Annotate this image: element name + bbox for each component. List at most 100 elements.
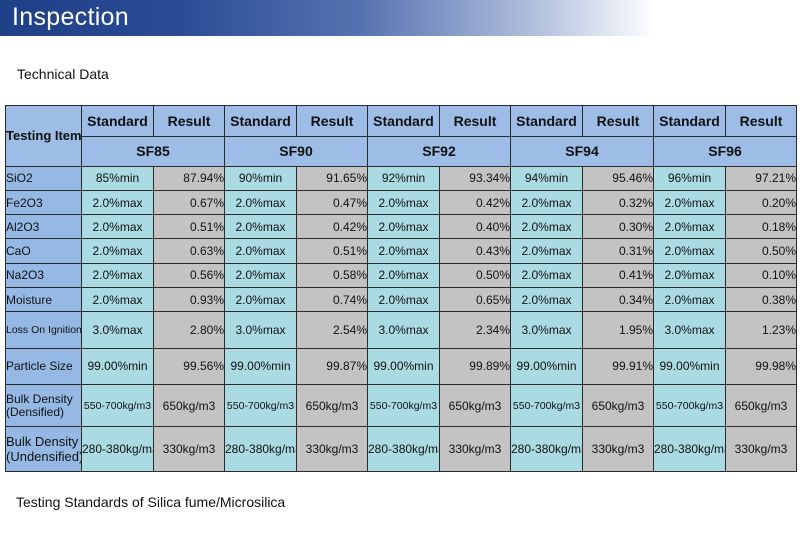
standard-cell: 280-380kg/m3 [510, 426, 583, 472]
header-row-labels: Testing Item Standard Result Standard Re… [5, 104, 797, 167]
standard-cell: 3.0%max [81, 311, 154, 349]
standard-cell: 2.0%max [224, 189, 297, 216]
standard-cell: 99.00%min [224, 347, 297, 386]
standard-cell: 3.0%max [224, 311, 297, 349]
standard-cell: 2.0%max [653, 189, 726, 216]
result-cell: 0.56% [153, 262, 225, 288]
standard-cell: 2.0%max [81, 189, 154, 216]
table-row: Bulk Density (Densified) 550-700kg/m3 650k… [5, 384, 797, 428]
grade-header: SF96 [653, 136, 797, 167]
standard-cell: 92%min [367, 165, 440, 191]
standard-cell: 550-700kg/m3 [81, 384, 154, 428]
grade-header: SF90 [224, 136, 368, 167]
result-cell: 650kg/m3 [296, 384, 368, 428]
standard-cell: 280-380kg/m3 [653, 426, 726, 472]
result-cell: 0.50% [725, 238, 797, 264]
result-cell: 99.91% [582, 347, 654, 386]
standard-cell: 99.00%min [653, 347, 726, 386]
table-row: Bulk Density (Undensified) 280-380kg/m3 33… [5, 426, 797, 472]
standard-cell: 2.0%max [653, 238, 726, 264]
result-cell: 0.93% [153, 286, 225, 313]
result-cell: 0.65% [439, 286, 511, 313]
result-cell: 95.46% [582, 165, 654, 191]
row-label: Al2O3 [5, 214, 82, 240]
row-label: Bulk Density (Undensified) [5, 426, 82, 472]
standard-cell: 2.0%max [81, 238, 154, 264]
spec-table: Testing Item Standard Result Standard Re… [5, 104, 797, 472]
standard-cell: 99.00%min [510, 347, 583, 386]
row-label: Bulk Density (Densified) [5, 384, 82, 428]
result-cell: 0.42% [439, 189, 511, 216]
result-cell: 0.51% [296, 238, 368, 264]
result-cell: 0.38% [725, 286, 797, 313]
standard-cell: 2.0%max [510, 238, 583, 264]
col-header-standard: Standard [81, 104, 154, 138]
result-cell: 0.34% [582, 286, 654, 313]
footer-caption: Testing Standards of Silica fume/Microsi… [16, 494, 286, 510]
corner-header: Testing Item [5, 105, 82, 167]
col-header-standard: Standard [653, 104, 726, 138]
col-header-result: Result [582, 104, 654, 138]
standard-cell: 2.0%max [81, 262, 154, 288]
standard-cell: 2.0%max [81, 286, 154, 313]
standard-cell: 3.0%max [653, 311, 726, 349]
result-cell: 0.32% [582, 189, 654, 216]
table-body: SiO2 85%min 87.94% 90%min 91.65% 92%min 93.34%… [5, 165, 797, 472]
header-row-grades: SF85 SF90 SF92 SF94 SF96 [6, 136, 797, 167]
col-header-result: Result [725, 104, 797, 138]
standard-cell: 99.00%min [81, 347, 154, 386]
standard-cell: 2.0%max [510, 262, 583, 288]
standard-cell: 2.0%max [81, 214, 154, 240]
result-cell: 0.47% [296, 189, 368, 216]
row-label: Loss On Ignition [5, 311, 82, 349]
result-cell: 330kg/m3 [153, 426, 225, 472]
table-row: Loss On Ignition 3.0%max 2.80% 3.0%max 2.54%… [5, 311, 797, 349]
table-row: Na2O3 2.0%max 0.56% 2.0%max 0.58% 2.0%max 0.50… [5, 262, 797, 288]
standard-cell: 99.00%min [367, 347, 440, 386]
result-cell: 0.41% [582, 262, 654, 288]
result-cell: 0.50% [439, 262, 511, 288]
section-subtitle: Technical Data [17, 66, 109, 82]
result-cell: 0.67% [153, 189, 225, 216]
standard-cell: 3.0%max [367, 311, 440, 349]
row-label: Moisture [5, 286, 82, 313]
table-row: Moisture 2.0%max 0.93% 2.0%max 0.74% 2.0%max 0… [5, 286, 797, 313]
standard-cell: 280-380kg/m3 [367, 426, 440, 472]
table-row: Particle Size 99.00%min 99.56% 99.00%min 99.… [5, 347, 797, 386]
standard-cell: 550-700kg/m3 [510, 384, 583, 428]
result-cell: 99.98% [725, 347, 797, 386]
standard-cell: 2.0%max [224, 286, 297, 313]
standard-cell: 2.0%max [510, 189, 583, 216]
col-header-standard: Standard [367, 104, 440, 138]
result-cell: 87.94% [153, 165, 225, 191]
result-cell: 330kg/m3 [296, 426, 368, 472]
col-header-result: Result [296, 104, 368, 138]
result-cell: 650kg/m3 [153, 384, 225, 428]
standard-cell: 2.0%max [367, 262, 440, 288]
standard-cell: 2.0%max [653, 286, 726, 313]
result-cell: 2.34% [439, 311, 511, 349]
standard-cell: 2.0%max [367, 189, 440, 216]
grade-header: SF92 [367, 136, 511, 167]
result-cell: 91.65% [296, 165, 368, 191]
col-header-standard: Standard [510, 104, 583, 138]
page-title: Inspection [12, 3, 129, 31]
result-cell: 99.56% [153, 347, 225, 386]
result-cell: 0.43% [439, 238, 511, 264]
col-header-result: Result [439, 104, 511, 138]
col-header-result: Result [153, 104, 225, 138]
result-cell: 93.34% [439, 165, 511, 191]
result-cell: 0.42% [296, 214, 368, 240]
standard-cell: 280-380kg/m3 [81, 426, 154, 472]
standard-cell: 3.0%max [510, 311, 583, 349]
result-cell: 650kg/m3 [582, 384, 654, 428]
standard-cell: 2.0%max [224, 214, 297, 240]
standard-cell: 2.0%max [367, 286, 440, 313]
standard-cell: 94%min [510, 165, 583, 191]
standard-cell: 280-380kg/m3 [224, 426, 297, 472]
result-cell: 0.63% [153, 238, 225, 264]
standard-cell: 2.0%max [367, 238, 440, 264]
result-cell: 330kg/m3 [582, 426, 654, 472]
table-row: CaO 2.0%max 0.63% 2.0%max 0.51% 2.0%max 0.43% 2… [5, 238, 797, 264]
table-row: Fe2O3 2.0%max 0.67% 2.0%max 0.47% 2.0%max 0.42… [5, 189, 797, 216]
